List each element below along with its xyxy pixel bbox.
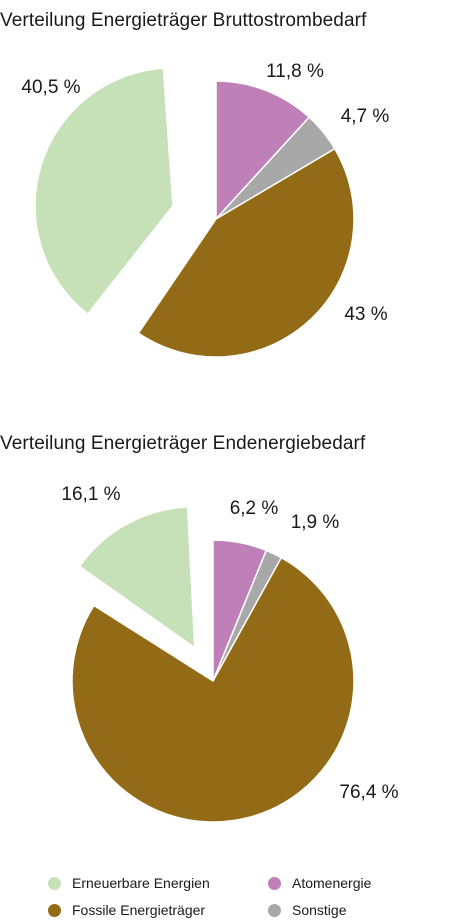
legend-swatch — [48, 903, 61, 917]
chart-title-bruttostrombedarf: Verteilung Energieträger Bruttostrombeda… — [0, 10, 367, 31]
legend-item-fossile: Fossile Energieträger — [48, 902, 205, 918]
data-label-sonstige: 4,7 % — [341, 106, 390, 127]
data-label-atomenergie: 11,8 % — [266, 61, 324, 82]
data-label-atomenergie: 6,2 % — [230, 498, 279, 519]
legend-label: Atomenergie — [292, 875, 372, 891]
chart-title-endenergiebedarf: Verteilung Energieträger Endenergiebedar… — [0, 433, 366, 454]
legend-item-atomenergie: Atomenergie — [268, 875, 371, 891]
legend-item-sonstige: Sonstige — [268, 902, 346, 918]
pie-slice-atomenergie — [215, 80, 311, 221]
legend-label: Erneuerbare Energien — [72, 875, 210, 891]
pie-slice-erneuerbare-energien — [34, 67, 174, 316]
legend-label: Fossile Energieträger — [72, 902, 206, 918]
data-label-fossile-energietr-ger: 43 % — [344, 304, 387, 325]
pie-chart-endenergiebedarf: 6,2 % 1,9 % 76,4 % 16,1 % — [61, 484, 399, 823]
legend-swatch — [268, 903, 281, 917]
data-label-erneuerbare-energien: 16,1 % — [61, 484, 120, 505]
pie-slice-fossile-energietr-ger — [137, 147, 355, 358]
pie-slice-erneuerbare-energien — [78, 506, 196, 650]
data-label-sonstige: 1,9 % — [291, 512, 340, 533]
legend-item-erneuerbare: Erneuerbare Energien — [48, 875, 210, 891]
legend-swatch — [268, 876, 281, 890]
pie-chart-bruttostrombedarf: 11,8 % 4,7 % 43 % 40,5 % — [21, 61, 390, 358]
chart-legend: Erneuerbare Energien Atomenergie Fossile… — [0, 870, 453, 923]
legend-label: Sonstige — [292, 902, 347, 918]
data-label-fossile-energietr-ger: 76,4 % — [339, 782, 398, 803]
pie-slice-fossile-energietr-ger — [71, 556, 355, 823]
data-label-erneuerbare-energien: 40,5 % — [21, 77, 80, 98]
legend-swatch — [48, 876, 61, 890]
